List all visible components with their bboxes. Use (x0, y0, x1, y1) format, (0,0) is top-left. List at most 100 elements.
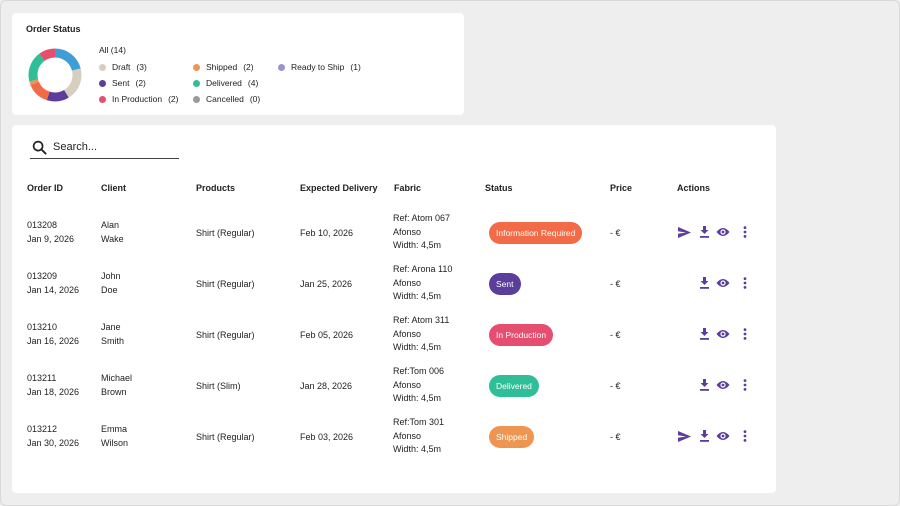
legend-item-in-production[interactable]: In Production (2) (99, 94, 178, 104)
price: - € (610, 432, 621, 442)
header-status[interactable]: Status (485, 183, 513, 193)
view-button[interactable] (716, 377, 730, 393)
client-first-name: Michael (101, 373, 133, 383)
orders-card: Order ID Client Products Expected Delive… (12, 125, 776, 493)
more-options-button[interactable] (738, 326, 752, 342)
more-options-button[interactable] (738, 377, 752, 393)
delivered-color-dot (193, 79, 200, 87)
more-vertical-icon (743, 328, 747, 340)
header-products[interactable]: Products (196, 183, 236, 193)
expected-delivery: Feb 05, 2026 (300, 330, 354, 340)
table-row[interactable]: 013212 Jan 30, 2026 Emma Wilson Shirt (R… (12, 412, 776, 463)
view-button[interactable] (716, 428, 730, 444)
legend-all[interactable]: All (14) (99, 45, 126, 55)
legend-count: (2) (135, 78, 146, 88)
order-id-cell: 013211 Jan 18, 2026 (27, 372, 79, 399)
order-id-cell: 013208 Jan 9, 2026 (27, 219, 74, 246)
shipped-color-dot (193, 63, 200, 71)
legend-item-cancelled[interactable]: Cancelled (0) (193, 94, 260, 104)
fabric-cell: Ref:Tom 301 Afonso Width: 4,5m (393, 416, 444, 457)
view-button[interactable] (716, 224, 730, 240)
fabric-cell: Ref: Atom 067 Afonso Width: 4,5m (393, 212, 450, 253)
header-client[interactable]: Client (101, 183, 127, 193)
download-icon (699, 379, 709, 391)
legend-count: (4) (247, 78, 259, 88)
legend-count: (0) (249, 94, 261, 104)
fabric-name: Afonso (393, 277, 422, 288)
draft-color-dot (99, 63, 106, 71)
fabric-ref: Ref:Tom 006 (393, 366, 445, 376)
legend-item-delivered[interactable]: Delivered (4) (193, 78, 258, 88)
download-icon (699, 226, 709, 238)
legend-item-shipped[interactable]: Shipped (2) (193, 62, 254, 72)
send-button[interactable] (677, 224, 691, 240)
send-icon (677, 430, 691, 442)
client-cell: Alan Wake (101, 219, 124, 246)
order-id-cell: 013209 Jan 14, 2026 (27, 270, 79, 297)
client-cell: Michael Brown (101, 372, 132, 399)
fabric-name: Afonso (393, 430, 422, 441)
table-row[interactable]: 013211 Jan 18, 2026 Michael Brown Shirt … (12, 361, 776, 412)
order-date: Jan 18, 2026 (27, 386, 80, 397)
table-row[interactable]: 013209 Jan 14, 2026 John Doe Shirt (Regu… (12, 259, 776, 310)
expected-delivery: Jan 28, 2026 (300, 381, 353, 391)
download-button[interactable] (697, 377, 711, 393)
fabric-cell: Ref:Tom 006 Afonso Width: 4,5m (393, 365, 444, 406)
ready-to-ship-color-dot (278, 63, 285, 71)
fabric-ref: Ref: Atom 311 (393, 315, 450, 325)
table-row[interactable]: 013210 Jan 16, 2026 Jane Smith Shirt (Re… (12, 310, 776, 361)
sent-color-dot (99, 79, 106, 87)
download-icon (699, 277, 709, 289)
more-vertical-icon (743, 226, 747, 238)
view-button[interactable] (716, 275, 730, 291)
client-last-name: Smith (101, 335, 125, 346)
fabric-cell: Ref: Arona 110 Afonso Width: 4,5m (393, 263, 452, 304)
client-last-name: Wake (101, 233, 124, 244)
send-button[interactable] (677, 428, 691, 444)
eye-icon (716, 432, 730, 440)
expected-delivery: Feb 03, 2026 (300, 432, 354, 442)
cancelled-color-dot (193, 95, 200, 103)
status-badge: Shipped (489, 426, 535, 448)
legend-item-ready-to-ship[interactable]: Ready to Ship (1) (278, 62, 361, 72)
more-options-button[interactable] (738, 275, 752, 291)
fabric-width: Width: 4,5m (393, 393, 442, 403)
order-id-cell: 013212 Jan 30, 2026 (27, 423, 79, 450)
download-button[interactable] (697, 326, 711, 342)
download-button[interactable] (697, 224, 711, 240)
search-input[interactable] (53, 141, 173, 153)
more-options-button[interactable] (738, 428, 752, 444)
product: Shirt (Regular) (196, 432, 255, 442)
donut-segment-draft (28, 48, 82, 102)
order-status-donut-chart (28, 48, 82, 102)
order-id: 013208 (27, 220, 58, 230)
product: Shirt (Regular) (196, 279, 255, 289)
status-badge: Sent (489, 273, 521, 295)
order-id: 013211 (27, 373, 57, 383)
client-cell: Emma Wilson (101, 423, 128, 450)
search-icon (32, 140, 47, 155)
fabric-ref: Ref: Arona 110 (393, 264, 453, 274)
order-date: Jan 14, 2026 (27, 284, 80, 295)
download-button[interactable] (697, 428, 711, 444)
header-order-id[interactable]: Order ID (27, 183, 64, 193)
more-options-button[interactable] (738, 224, 752, 240)
product: Shirt (Regular) (196, 228, 255, 238)
header-expected-delivery[interactable]: Expected Delivery (300, 183, 378, 193)
more-vertical-icon (743, 379, 747, 391)
more-vertical-icon (743, 430, 747, 442)
view-button[interactable] (716, 326, 730, 342)
legend-label: In Production (112, 94, 163, 104)
legend-item-draft[interactable]: Draft (3) (99, 62, 147, 72)
legend-item-sent[interactable]: Sent (2) (99, 78, 146, 88)
header-fabric[interactable]: Fabric (394, 183, 422, 193)
price: - € (610, 228, 621, 238)
header-price[interactable]: Price (610, 183, 633, 193)
download-button[interactable] (697, 275, 711, 291)
product: Shirt (Regular) (196, 330, 255, 340)
order-id: 013210 (27, 322, 58, 332)
in-production-color-dot (99, 95, 106, 103)
legend-label: Sent (112, 78, 130, 88)
table-row[interactable]: 013208 Jan 9, 2026 Alan Wake Shirt (Regu… (12, 208, 776, 259)
eye-icon (716, 330, 730, 338)
